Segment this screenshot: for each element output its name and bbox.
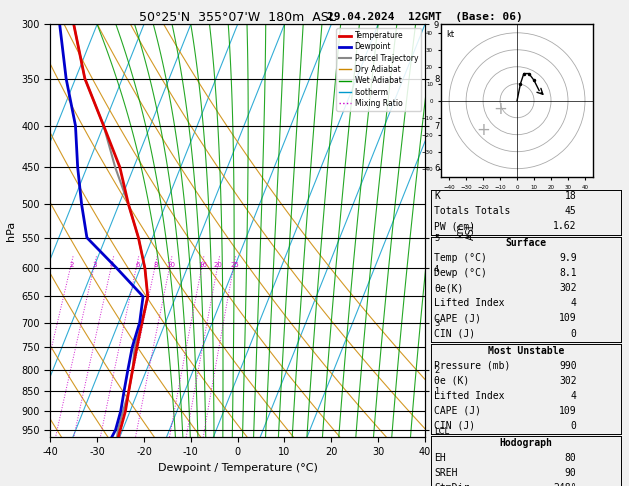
- Text: 10: 10: [166, 262, 175, 268]
- Text: 45: 45: [565, 206, 577, 216]
- Text: Dewp (°C): Dewp (°C): [435, 268, 487, 278]
- Text: 9.9: 9.9: [559, 253, 577, 263]
- Text: Lifted Index: Lifted Index: [435, 391, 505, 401]
- Y-axis label: hPa: hPa: [6, 221, 16, 241]
- Text: 16: 16: [198, 262, 207, 268]
- Text: 109: 109: [559, 313, 577, 324]
- Text: kt: kt: [447, 30, 455, 38]
- Text: θe (K): θe (K): [435, 376, 470, 386]
- Text: θe(K): θe(K): [435, 283, 464, 294]
- Y-axis label: km
ASL: km ASL: [455, 222, 476, 240]
- Text: 4: 4: [571, 298, 577, 309]
- X-axis label: Dewpoint / Temperature (°C): Dewpoint / Temperature (°C): [158, 463, 318, 473]
- Text: 90: 90: [565, 468, 577, 478]
- Text: 0: 0: [571, 329, 577, 339]
- Text: 4: 4: [110, 262, 114, 268]
- Text: Surface: Surface: [505, 238, 546, 248]
- Text: StmDir: StmDir: [435, 483, 470, 486]
- Text: +: +: [493, 100, 507, 118]
- Text: 8: 8: [153, 262, 158, 268]
- Text: 8.1: 8.1: [559, 268, 577, 278]
- Text: 302: 302: [559, 376, 577, 386]
- Text: 29.04.2024  12GMT  (Base: 06): 29.04.2024 12GMT (Base: 06): [326, 12, 523, 22]
- Text: 1.62: 1.62: [553, 221, 577, 231]
- Text: Lifted Index: Lifted Index: [435, 298, 505, 309]
- Legend: Temperature, Dewpoint, Parcel Trajectory, Dry Adiabat, Wet Adiabat, Isotherm, Mi: Temperature, Dewpoint, Parcel Trajectory…: [337, 28, 421, 111]
- Text: CAPE (J): CAPE (J): [435, 406, 481, 416]
- Text: +: +: [476, 121, 490, 139]
- Text: 302: 302: [559, 283, 577, 294]
- Text: K: K: [435, 191, 440, 201]
- Title: 50°25'N  355°07'W  180m  ASL: 50°25'N 355°07'W 180m ASL: [139, 11, 336, 24]
- Text: CIN (J): CIN (J): [435, 421, 476, 431]
- Text: EH: EH: [435, 453, 446, 463]
- Text: PW (cm): PW (cm): [435, 221, 476, 231]
- Text: Temp (°C): Temp (°C): [435, 253, 487, 263]
- Text: 2: 2: [69, 262, 74, 268]
- Text: 6: 6: [135, 262, 140, 268]
- Text: Totals Totals: Totals Totals: [435, 206, 511, 216]
- Text: Hodograph: Hodograph: [499, 438, 552, 448]
- Text: 3: 3: [93, 262, 97, 268]
- Text: Most Unstable: Most Unstable: [487, 346, 564, 356]
- Text: Pressure (mb): Pressure (mb): [435, 361, 511, 371]
- Text: 0: 0: [571, 421, 577, 431]
- Text: 80: 80: [565, 453, 577, 463]
- Text: 25: 25: [230, 262, 239, 268]
- Text: 109: 109: [559, 406, 577, 416]
- Text: 20: 20: [214, 262, 223, 268]
- Text: 4: 4: [571, 391, 577, 401]
- Text: 18: 18: [565, 191, 577, 201]
- Text: CIN (J): CIN (J): [435, 329, 476, 339]
- Text: CAPE (J): CAPE (J): [435, 313, 481, 324]
- Text: 990: 990: [559, 361, 577, 371]
- Text: SREH: SREH: [435, 468, 458, 478]
- Text: 248°: 248°: [553, 483, 577, 486]
